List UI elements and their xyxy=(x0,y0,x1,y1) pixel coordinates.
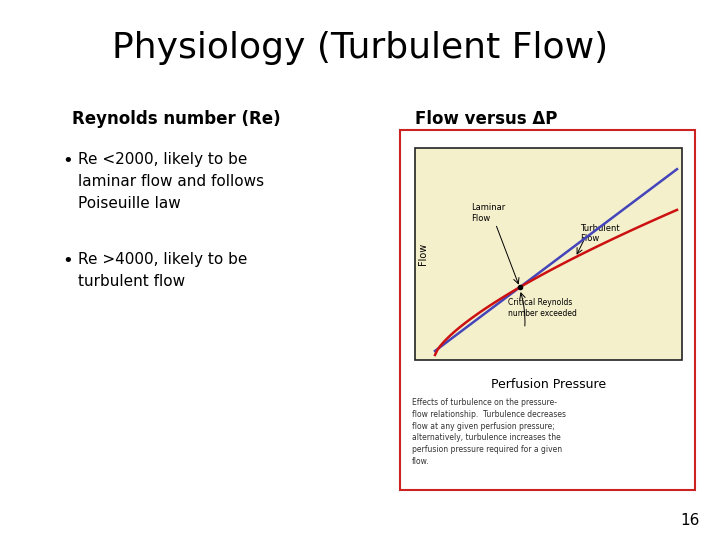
Text: Re >4000, likely to be
turbulent flow: Re >4000, likely to be turbulent flow xyxy=(78,252,248,289)
Text: Laminar
Flow: Laminar Flow xyxy=(472,204,505,223)
Text: Flow: Flow xyxy=(418,243,428,265)
Text: Effects of turbulence on the pressure-
flow relationship.  Turbulence decreases
: Effects of turbulence on the pressure- f… xyxy=(412,398,566,466)
Text: Critical Reynolds
number exceeded: Critical Reynolds number exceeded xyxy=(508,299,577,318)
Text: •: • xyxy=(62,252,73,270)
Text: Turbulent
Flow: Turbulent Flow xyxy=(580,224,620,243)
Text: 16: 16 xyxy=(680,513,700,528)
Bar xyxy=(400,130,695,490)
Text: Flow versus ΔP: Flow versus ΔP xyxy=(415,110,557,128)
Text: •: • xyxy=(62,152,73,170)
Text: Physiology (Turbulent Flow): Physiology (Turbulent Flow) xyxy=(112,31,608,65)
Bar xyxy=(415,148,682,360)
Text: Reynolds number (Re): Reynolds number (Re) xyxy=(72,110,281,128)
Text: Perfusion Pressure: Perfusion Pressure xyxy=(491,378,606,391)
Text: Re <2000, likely to be
laminar flow and follows
Poiseuille law: Re <2000, likely to be laminar flow and … xyxy=(78,152,264,211)
